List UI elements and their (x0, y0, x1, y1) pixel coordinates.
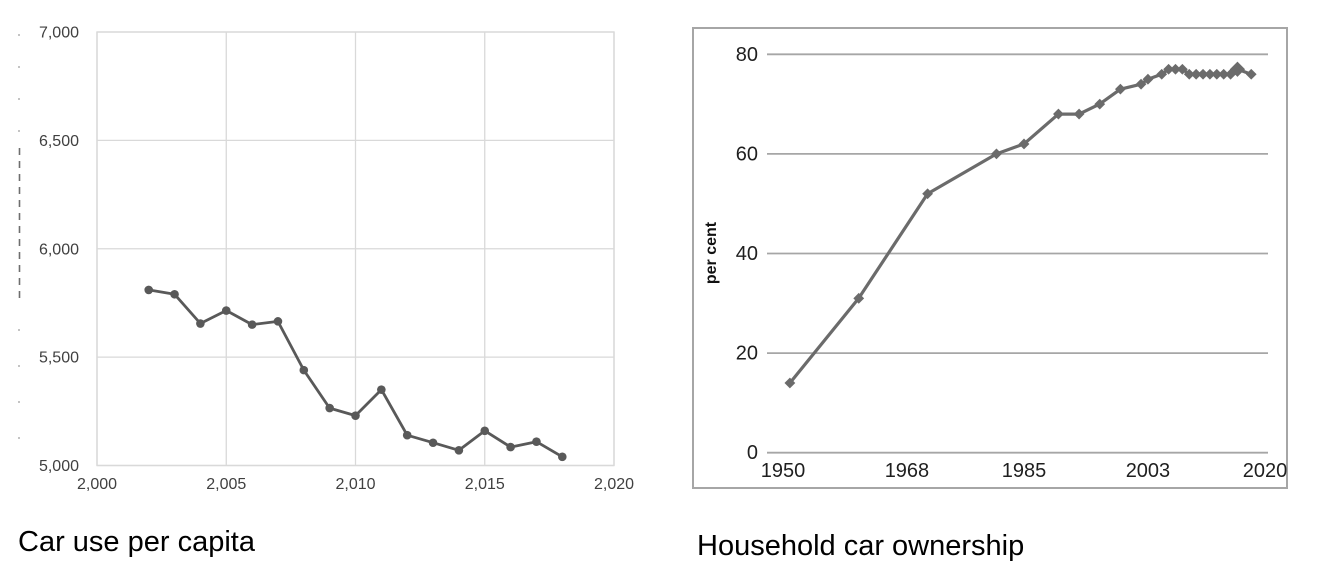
data-point-marker (1229, 61, 1246, 77)
data-point-marker (377, 385, 386, 394)
data-point-marker (853, 292, 865, 304)
data-point-marker (1197, 68, 1209, 80)
data-point-marker (428, 438, 438, 448)
data-point-marker (1156, 68, 1168, 80)
x-tick-label: 2,010 (335, 476, 375, 493)
data-point-marker (1170, 63, 1181, 75)
clipped-y-axis-label-artifact (18, 98, 20, 100)
data-point-marker (1142, 73, 1154, 85)
clipped-y-axis-label-artifact (18, 34, 20, 36)
x-tick-label: 2003 (1126, 460, 1171, 482)
x-tick-label: 1968 (885, 460, 930, 482)
data-point-marker (1225, 68, 1236, 80)
data-point-marker (991, 148, 1002, 160)
y-tick-label: 5,500 (39, 350, 79, 367)
data-point-marker (532, 437, 541, 446)
y-tick-label: 40 (736, 243, 758, 265)
clipped-y-axis-label-artifact (18, 401, 20, 403)
data-point-marker (1176, 63, 1188, 75)
data-point-marker (196, 319, 205, 328)
x-tick-label: 2,015 (465, 476, 505, 493)
clipped-y-axis-label-artifact (18, 130, 20, 132)
data-point-marker (402, 430, 412, 440)
data-point-marker (1053, 108, 1064, 120)
data-point-marker (299, 365, 309, 375)
data-point-marker (1094, 98, 1106, 110)
data-point-marker (1245, 68, 1257, 80)
x-tick-label: 2,005 (206, 476, 246, 493)
y-tick-label: 5,000 (39, 458, 79, 475)
y-tick-label: 0 (747, 442, 758, 464)
data-point-marker (1018, 138, 1030, 150)
data-point-marker (1115, 83, 1126, 95)
data-point-marker (506, 442, 515, 452)
data-point-marker (325, 403, 334, 413)
data-point-marker (922, 188, 933, 200)
data-point-marker (454, 446, 464, 455)
y-tick-label: 6,000 (39, 241, 79, 258)
data-point-marker (1183, 68, 1195, 80)
x-tick-label: 1985 (1002, 460, 1047, 482)
data-point-marker (784, 377, 796, 389)
x-tick-label: 2020 (1243, 460, 1288, 482)
data-point-marker (170, 289, 179, 299)
x-tick-label: 2,000 (77, 476, 117, 493)
data-point-marker (558, 452, 567, 462)
plot-border (96, 31, 615, 467)
data-point-marker (1163, 63, 1174, 75)
data-point-marker (1204, 68, 1216, 80)
data-point-marker (1211, 68, 1223, 80)
data-point-marker (221, 306, 231, 315)
x-tick-label: 1950 (761, 460, 806, 482)
data-point-marker (1073, 108, 1085, 120)
left-chart-caption: Car use per capita (18, 526, 255, 558)
chart-frame (692, 27, 1288, 489)
data-point-marker (1135, 78, 1147, 90)
data-point-marker (273, 317, 283, 326)
data-point-marker (1190, 68, 1202, 80)
clipped-y-axis-label-artifact (18, 329, 20, 331)
data-point-marker (351, 411, 360, 420)
y-axis-title: per cent (703, 221, 720, 284)
y-tick-label: 20 (736, 343, 758, 365)
clipped-y-axis-label-artifact (18, 66, 20, 68)
right-chart-caption: Household car ownership (697, 530, 1025, 562)
clipped-y-axis-label-artifact (18, 437, 20, 439)
x-tick-label: 2,020 (594, 476, 634, 493)
y-tick-label: 7,000 (39, 25, 79, 42)
data-point-marker (1218, 68, 1230, 80)
y-tick-label: 80 (736, 44, 758, 66)
clipped-y-axis-label-artifact (18, 365, 20, 367)
y-tick-label: 6,500 (39, 133, 79, 150)
data-point-marker (247, 320, 257, 329)
y-tick-label: 60 (736, 143, 758, 165)
data-point-marker (480, 426, 490, 436)
data-point-marker (144, 285, 153, 295)
